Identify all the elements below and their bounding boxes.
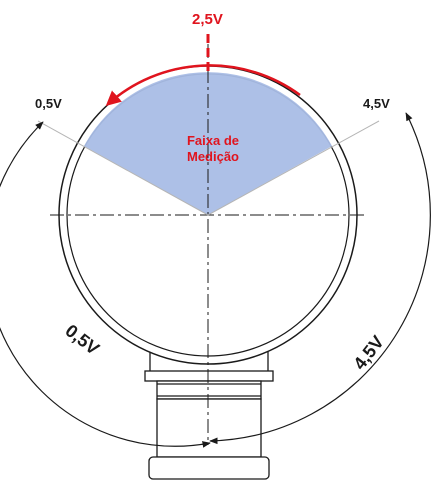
right-dimension-arc [209, 112, 431, 445]
right-voltage-label: 4,5V [363, 96, 390, 111]
left-dimension-arc [0, 121, 211, 448]
left-voltage-label: 0,5V [35, 96, 62, 111]
left-arc-voltage-label: 0,5V [62, 320, 103, 359]
right-arc-voltage-label: 4,5V [349, 332, 388, 373]
range-title-line2: Medição [187, 149, 239, 164]
range-direction-arrow [105, 64, 301, 106]
center-voltage-label: 2,5V [192, 11, 223, 28]
range-title-line1: Faixa de [187, 133, 239, 148]
